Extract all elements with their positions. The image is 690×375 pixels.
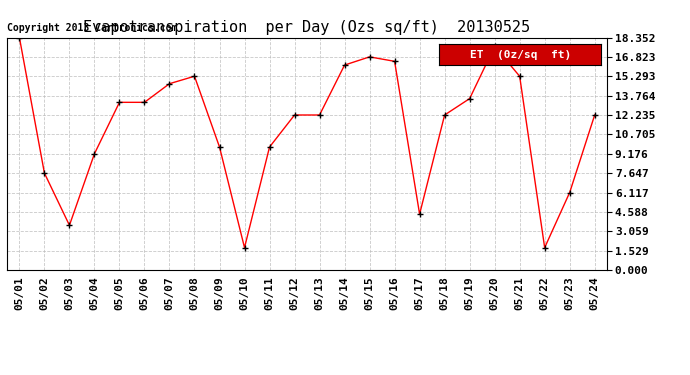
Title: Evapotranspiration  per Day (Ozs sq/ft)  20130525: Evapotranspiration per Day (Ozs sq/ft) 2…	[83, 20, 531, 35]
Text: Copyright 2013 Cartronics.com: Copyright 2013 Cartronics.com	[7, 23, 177, 33]
